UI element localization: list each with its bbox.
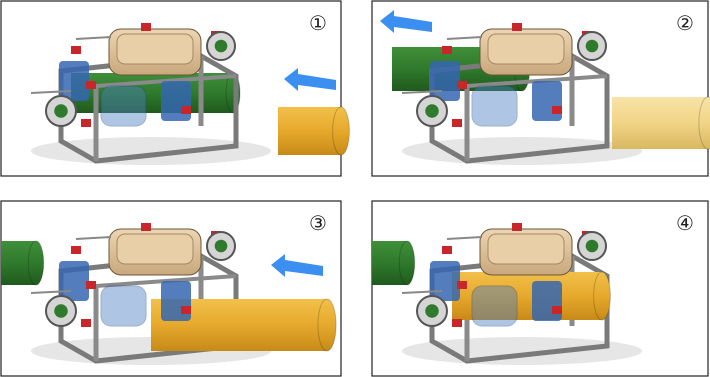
pipe	[612, 97, 708, 149]
red-part	[81, 319, 91, 327]
red-part	[512, 223, 522, 231]
panel: ④	[371, 200, 709, 377]
motor	[532, 81, 562, 121]
motor	[59, 61, 89, 101]
step-label: ③	[309, 211, 327, 235]
top-box-lid	[487, 233, 565, 265]
panel: ①	[0, 0, 350, 177]
rod	[75, 236, 112, 240]
red-part	[442, 246, 452, 254]
wheel-hub	[54, 304, 68, 318]
wheel-hub	[585, 239, 599, 253]
red-part	[452, 119, 462, 127]
red-part	[86, 281, 96, 289]
top-box-lid	[487, 33, 565, 65]
guard	[100, 85, 147, 127]
red-part	[442, 46, 452, 54]
rod	[401, 290, 443, 294]
pipe	[278, 107, 341, 155]
rod	[75, 36, 112, 40]
rod	[446, 236, 483, 240]
guard	[471, 85, 518, 127]
wheel-hub	[54, 104, 68, 118]
arrow	[380, 10, 432, 33]
panel: ②	[371, 0, 710, 177]
motor	[430, 261, 460, 301]
red-part	[181, 106, 191, 114]
rod	[401, 90, 443, 94]
red-part	[86, 81, 96, 89]
rod	[30, 290, 72, 294]
arrow	[284, 68, 336, 91]
wheel-hub	[214, 39, 228, 53]
motor	[161, 281, 191, 321]
guard	[100, 285, 147, 327]
pipe-end	[698, 96, 710, 150]
wheel-hub	[425, 104, 439, 118]
pipe-end	[593, 271, 611, 321]
red-part	[141, 23, 151, 31]
wheel-hub	[425, 304, 439, 318]
red-part	[552, 106, 562, 114]
pipe	[452, 272, 602, 320]
wheel-hub	[585, 39, 599, 53]
step-label: ①	[309, 11, 327, 35]
panel: ③	[0, 200, 342, 377]
red-part	[71, 46, 81, 54]
pipe-end	[27, 240, 45, 286]
red-part	[512, 23, 522, 31]
motor	[59, 261, 89, 301]
pipe-end	[332, 106, 350, 156]
guard	[471, 285, 518, 327]
rod	[446, 36, 483, 40]
motor	[532, 281, 562, 321]
red-part	[457, 81, 467, 89]
step-label: ④	[676, 211, 694, 235]
wheel-hub	[214, 239, 228, 253]
pipe-end	[317, 298, 337, 352]
red-part	[457, 281, 467, 289]
step-label: ②	[676, 11, 694, 35]
red-part	[552, 306, 562, 314]
rod	[30, 90, 72, 94]
red-part	[71, 246, 81, 254]
arrow	[271, 254, 323, 277]
red-part	[81, 119, 91, 127]
top-box-lid	[116, 33, 194, 65]
red-part	[141, 223, 151, 231]
red-part	[181, 306, 191, 314]
motor	[161, 81, 191, 121]
top-box-lid	[116, 233, 194, 265]
motor	[430, 61, 460, 101]
pipe-end	[398, 240, 416, 286]
red-part	[452, 319, 462, 327]
